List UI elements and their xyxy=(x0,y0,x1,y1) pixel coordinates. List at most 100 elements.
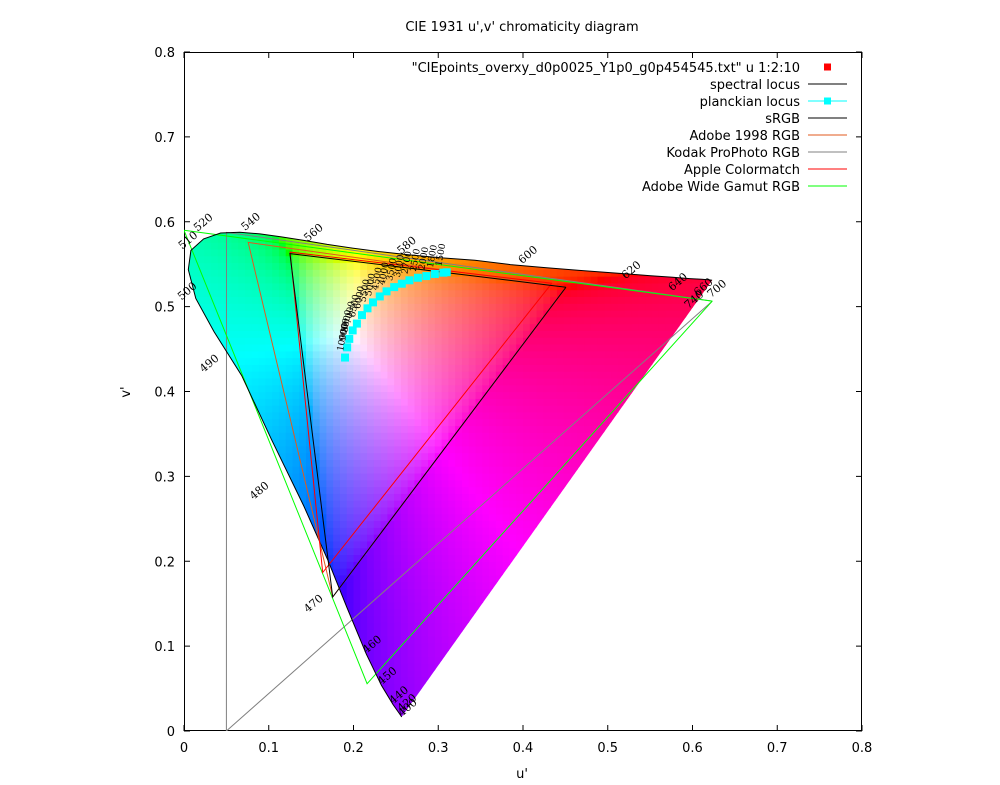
gamut-fill-cell xyxy=(597,472,605,481)
gamut-fill-cell xyxy=(617,595,626,603)
gamut-fill-cell xyxy=(414,486,422,494)
gamut-fill-cell xyxy=(461,303,470,311)
gamut-fill-cell xyxy=(455,303,463,311)
gamut-fill-cell xyxy=(231,649,239,657)
gamut-fill-cell xyxy=(536,554,544,562)
gamut-fill-cell xyxy=(529,635,538,644)
gamut-fill-cell xyxy=(258,520,266,528)
gamut-fill-cell xyxy=(509,649,517,657)
gamut-fill-cell xyxy=(441,642,450,651)
gamut-fill-cell xyxy=(597,500,605,508)
gamut-fill-cell xyxy=(218,717,225,724)
gamut-fill-cell xyxy=(536,561,544,569)
gamut-fill-cell xyxy=(238,472,246,481)
gamut-fill-cell xyxy=(428,425,436,433)
gamut-fill-cell xyxy=(245,635,253,644)
gamut-fill-cell xyxy=(584,486,592,494)
gamut-fill-cell xyxy=(590,391,599,399)
gamut-fill-cell xyxy=(211,710,219,718)
gamut-fill-cell xyxy=(597,574,605,583)
gamut-fill-cell xyxy=(543,534,551,542)
gamut-fill-cell xyxy=(292,466,300,474)
gamut-fill-cell xyxy=(373,690,382,698)
gamut-fill-cell xyxy=(435,222,442,229)
gamut-fill-cell xyxy=(251,615,260,623)
gamut-fill-cell xyxy=(543,418,551,427)
gamut-fill-cell xyxy=(400,384,409,393)
gamut-fill-cell xyxy=(380,452,388,460)
gamut-fill-cell xyxy=(367,357,375,365)
gamut-fill-cell xyxy=(509,520,517,528)
gamut-fill-cell xyxy=(367,601,375,610)
gamut-fill-cell xyxy=(238,493,246,501)
gamut-fill-cell xyxy=(611,466,619,474)
gamut-fill-cell xyxy=(272,656,280,664)
gamut-fill-cell xyxy=(292,371,300,379)
gamut-fill-cell xyxy=(597,527,605,535)
gamut-fill-cell xyxy=(394,337,402,345)
gamut-fill-cell xyxy=(529,391,538,399)
gamut-fill-cell xyxy=(278,493,287,501)
gamut-fill-cell xyxy=(231,506,239,515)
gamut-fill-cell xyxy=(394,683,402,691)
gamut-fill-cell xyxy=(550,439,558,447)
gamut-fill-cell xyxy=(380,242,388,250)
gamut-fill-cell xyxy=(482,425,490,433)
gamut-fill-cell xyxy=(502,303,511,311)
gamut-fill-cell xyxy=(217,391,226,399)
gamut-fill-cell xyxy=(190,649,199,657)
gamut-fill-cell xyxy=(380,601,388,610)
gamut-fill-cell xyxy=(617,615,626,623)
gamut-fill-cell xyxy=(590,622,599,630)
gamut-fill-cell xyxy=(563,534,572,542)
gamut-fill-cell xyxy=(204,635,212,644)
gamut-fill-cell xyxy=(509,635,517,644)
gamut-fill-cell xyxy=(529,384,538,393)
gamut-fill-cell xyxy=(448,377,456,386)
gamut-fill-cell xyxy=(394,289,402,298)
gamut-fill-cell xyxy=(495,513,504,522)
gamut-fill-cell xyxy=(536,697,544,705)
gamut-fill-cell xyxy=(570,432,578,440)
gamut-fill-cell xyxy=(468,642,477,651)
gamut-fill-cell xyxy=(570,690,578,698)
gamut-fill-cell xyxy=(624,282,633,291)
gamut-fill-cell xyxy=(211,405,219,413)
gamut-fill-cell xyxy=(245,472,253,481)
gamut-fill-cell xyxy=(441,561,450,569)
gamut-fill-cell xyxy=(285,554,294,562)
gamut-fill-cell xyxy=(495,588,504,596)
gamut-fill-cell xyxy=(475,669,483,678)
gamut-fill-cell xyxy=(516,330,524,338)
gamut-fill-cell xyxy=(188,398,192,406)
gamut-fill-cell xyxy=(245,669,253,678)
gamut-fill-cell xyxy=(380,411,388,420)
gamut-fill-cell xyxy=(346,520,355,528)
gamut-fill-cell xyxy=(428,337,436,345)
gamut-fill-cell xyxy=(461,540,470,549)
gamut-fill-cell xyxy=(590,479,599,488)
gamut-fill-cell xyxy=(516,676,524,685)
gamut-fill-cell xyxy=(516,520,524,528)
gamut-fill-cell xyxy=(251,391,260,399)
gamut-fill-cell xyxy=(292,384,300,393)
gamut-fill-cell xyxy=(516,669,524,678)
gamut-fill-cell xyxy=(360,425,368,433)
gamut-fill-cell xyxy=(529,561,538,569)
gamut-fill-cell xyxy=(495,232,504,236)
gamut-fill-cell xyxy=(204,439,212,447)
gamut-fill-cell xyxy=(624,391,633,399)
gamut-fill-cell xyxy=(312,683,321,691)
gamut-fill-cell xyxy=(461,574,470,583)
gamut-fill-cell xyxy=(245,330,253,338)
gamut-fill-cell xyxy=(489,405,497,413)
gamut-fill-cell xyxy=(224,534,233,542)
gamut-fill-cell xyxy=(211,445,219,454)
gamut-fill-cell xyxy=(434,547,443,556)
gamut-fill-cell xyxy=(556,615,565,623)
gamut-fill-cell xyxy=(495,445,504,454)
gamut-fill-cell xyxy=(251,255,260,264)
gamut-fill-cell xyxy=(265,364,273,372)
gamut-fill-cell xyxy=(339,411,348,420)
gamut-fill-cell xyxy=(570,595,578,603)
